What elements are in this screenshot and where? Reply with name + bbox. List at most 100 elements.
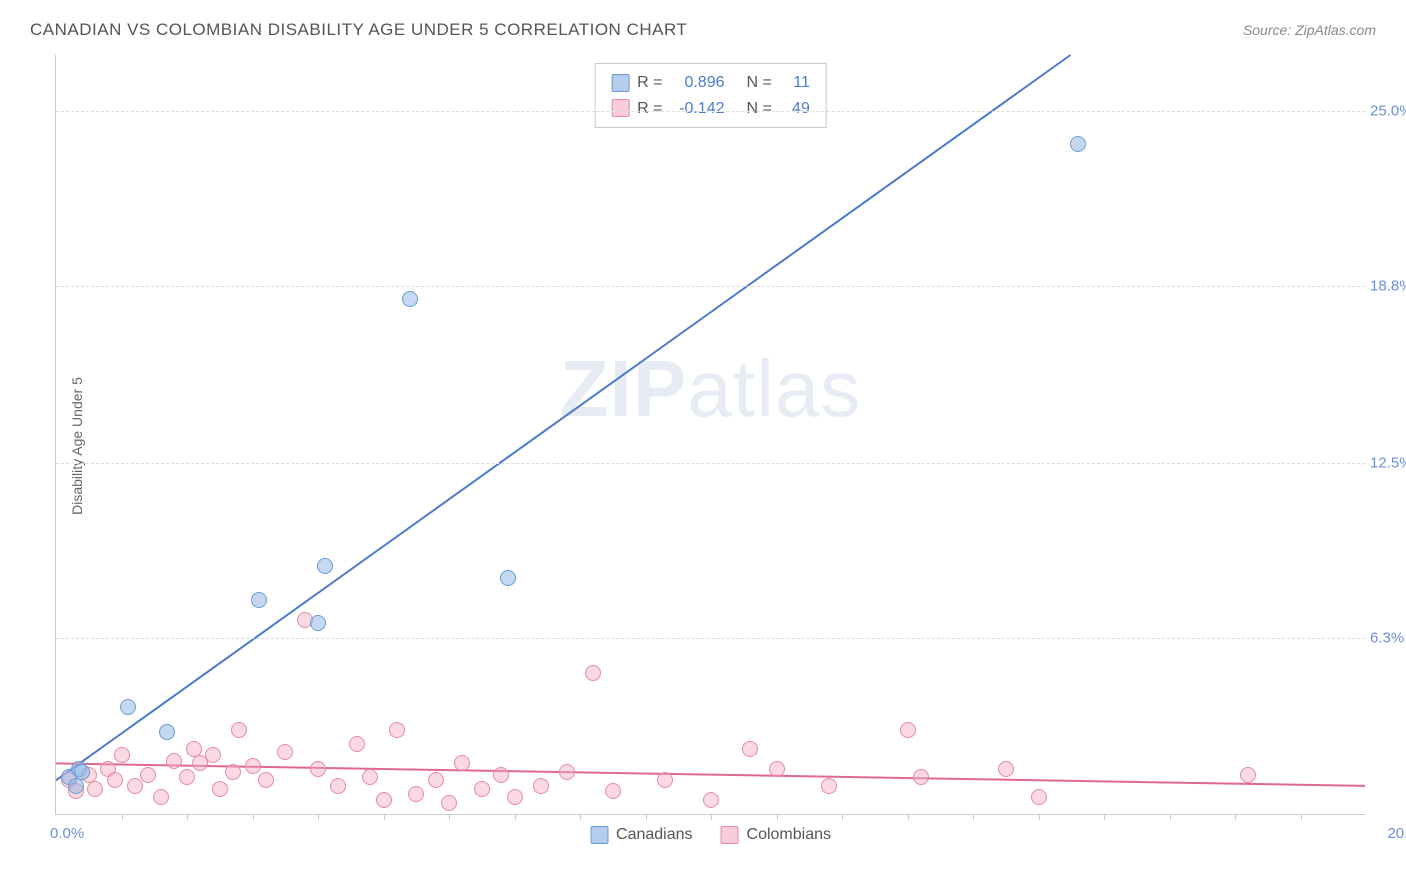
x-tick-mark [253,814,254,820]
data-point [310,615,326,631]
data-point [277,744,293,760]
data-point [998,761,1014,777]
stat-n-value: 11 [780,70,810,96]
data-point [493,767,509,783]
data-point [703,792,719,808]
watermark-rest: atlas [687,344,861,433]
data-point [900,722,916,738]
data-point [913,769,929,785]
gridline [56,463,1365,464]
x-tick-mark [580,814,581,820]
legend-item: Canadians [590,826,693,844]
x-tick-min: 0.0% [50,825,84,842]
y-tick-label: 6.3% [1370,629,1406,646]
x-tick-mark [515,814,516,820]
x-tick-mark [122,814,123,820]
source-attribution: Source: ZipAtlas.com [1243,22,1376,38]
x-tick-mark [1170,814,1171,820]
data-point [389,722,405,738]
legend-row: R = 0.896 N = 11 [611,70,810,96]
data-point [74,764,90,780]
legend-label: Canadians [616,826,693,844]
data-point [441,795,457,811]
source-prefix: Source: [1243,22,1295,38]
gridline [56,286,1365,287]
data-point [330,778,346,794]
source-name: ZipAtlas.com [1295,22,1376,38]
data-point [120,699,136,715]
data-point [742,741,758,757]
series-legend: Canadians Colombians [590,826,831,844]
data-point [205,747,221,763]
data-point [87,781,103,797]
stat-r-label: R = [637,70,662,96]
x-tick-mark [711,814,712,820]
data-point [585,665,601,681]
watermark: ZIPatlas [560,343,861,435]
data-point [533,778,549,794]
legend-swatch [590,826,608,844]
x-tick-mark [777,814,778,820]
data-point [166,753,182,769]
x-tick-mark [1301,814,1302,820]
data-point [114,747,130,763]
data-point [212,781,228,797]
data-point [258,772,274,788]
x-tick-mark [1039,814,1040,820]
data-point [1070,136,1086,152]
gridline [56,638,1365,639]
data-point [310,761,326,777]
data-point [68,778,84,794]
y-tick-label: 25.0% [1370,103,1406,120]
data-point [245,758,261,774]
data-point [605,783,621,799]
x-tick-mark [1235,814,1236,820]
data-point [559,764,575,780]
x-tick-mark [318,814,319,820]
chart-area: ZIPatlas R =0.896N =11R =-0.142N =49 0.0… [55,55,1365,855]
data-point [500,570,516,586]
data-point [225,764,241,780]
plot-region: ZIPatlas R =0.896N =11R =-0.142N =49 0.0… [55,55,1365,815]
data-point [507,789,523,805]
stat-r-label: R = [637,96,662,122]
data-point [474,781,490,797]
legend-item: Colombians [721,826,831,844]
data-point [349,736,365,752]
stat-n-label: N = [747,70,772,96]
x-tick-mark [908,814,909,820]
x-tick-mark [646,814,647,820]
x-tick-mark [187,814,188,820]
stat-n-value: 49 [780,96,810,122]
data-point [1240,767,1256,783]
legend-swatch [721,826,739,844]
x-tick-max: 20.0% [1387,825,1406,842]
data-point [454,755,470,771]
data-point [362,769,378,785]
stat-r-value: 0.896 [671,70,725,96]
data-point [107,772,123,788]
data-point [769,761,785,777]
data-point [127,778,143,794]
data-point [179,769,195,785]
data-point [408,786,424,802]
stat-r-value: -0.142 [671,96,725,122]
y-tick-label: 18.8% [1370,277,1406,294]
data-point [376,792,392,808]
y-tick-label: 12.5% [1370,455,1406,472]
gridline [56,111,1365,112]
data-point [159,724,175,740]
x-tick-mark [1104,814,1105,820]
watermark-bold: ZIP [560,344,687,433]
data-point [657,772,673,788]
data-point [140,767,156,783]
data-point [317,558,333,574]
data-point [821,778,837,794]
data-point [231,722,247,738]
x-tick-mark [384,814,385,820]
legend-label: Colombians [747,826,831,844]
data-point [153,789,169,805]
trend-lines [56,55,1365,814]
data-point [1031,789,1047,805]
data-point [402,291,418,307]
